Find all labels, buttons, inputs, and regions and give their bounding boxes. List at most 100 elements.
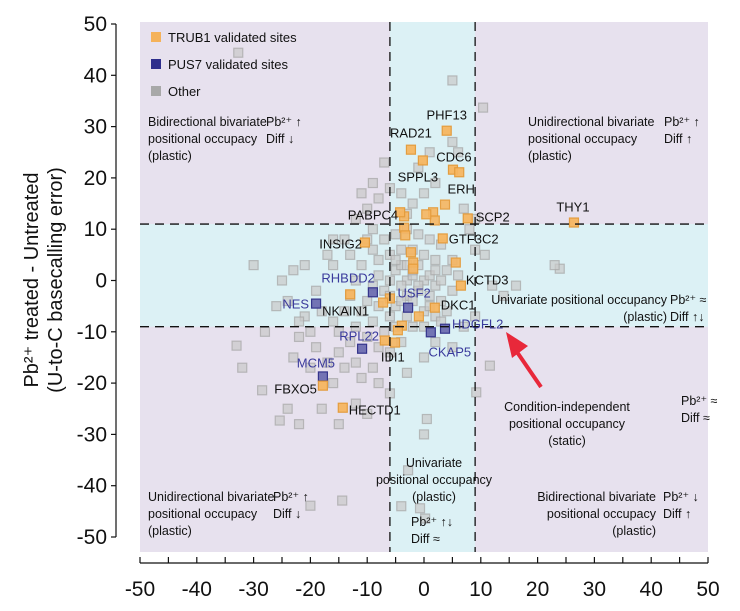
trub1-point-dkc1: [429, 302, 440, 313]
other-point: [430, 265, 441, 276]
annotation-center-static-line: (static): [548, 434, 586, 448]
trub1-point: [408, 263, 419, 274]
other-point: [479, 249, 490, 260]
other-point: [367, 362, 378, 373]
gene-label-rad21: RAD21: [390, 126, 432, 141]
x-tick-label: 40: [640, 578, 663, 601]
other-point: [441, 306, 452, 317]
gene-label-idi1: IDI1: [381, 350, 405, 365]
annotation-top-left-sign: Diff ↓: [266, 132, 294, 146]
other-point: [396, 188, 407, 199]
other-point: [373, 193, 384, 204]
other-point: [328, 234, 339, 245]
other-point: [421, 413, 432, 425]
other-point: [299, 311, 310, 322]
arrow-shaft: [515, 350, 543, 389]
gene-label-rhbdd2: RHBDD2: [321, 270, 374, 285]
y-tick-label: 10: [84, 218, 107, 241]
other-point: [271, 301, 282, 312]
other-point: [396, 280, 407, 291]
trub1-point: [450, 257, 461, 268]
other-point: [356, 372, 367, 384]
other-point: [373, 254, 384, 266]
other-point: [413, 280, 424, 291]
annotation-bottom-left-line: (plastic): [148, 524, 192, 538]
other-point: [282, 403, 293, 414]
other-point: [458, 203, 469, 214]
other-point: [390, 265, 401, 276]
trub1-point: [405, 247, 417, 258]
annotation-top-left-line: Bidirectional bivariate: [148, 115, 267, 129]
other-point: [362, 331, 373, 343]
other-point: [413, 229, 424, 240]
legend-label: Other: [168, 84, 201, 99]
annotation-middle-right-line: (plastic): [623, 310, 667, 324]
legend-swatch-2: [151, 86, 161, 96]
other-point: [333, 347, 344, 358]
trub1-point-sppl3: [417, 155, 428, 166]
threshold-lines: [140, 22, 708, 552]
gene-label-phf13: PHF13: [426, 108, 466, 123]
annotation-bottom-center-line: positional occupancy: [376, 473, 493, 487]
trub1-point-pabpc4: [395, 207, 406, 218]
x-tick-label: -20: [295, 578, 325, 601]
gene-label-ckap5: CKAP5: [428, 344, 471, 359]
other-point: [288, 352, 299, 363]
trub1-point-gtf3c2: [437, 233, 448, 244]
gene-label-hdgfl2: HDGFL2: [452, 317, 503, 332]
other-point: [390, 254, 401, 266]
other-point: [549, 260, 560, 271]
other-point: [418, 306, 430, 317]
other-point: [447, 136, 458, 148]
gene-label-sppl3: SPPL3: [398, 169, 438, 184]
other-point: [345, 249, 356, 260]
other-point: [339, 306, 350, 317]
other-point: [471, 387, 482, 398]
other-point: [435, 295, 447, 307]
y-tick-label: 30: [84, 116, 107, 139]
annotation-bottom-left-line: positional occupacy: [148, 507, 258, 521]
other-point: [362, 295, 373, 307]
other-point: [362, 408, 373, 419]
red-arrow-icon: [506, 332, 543, 389]
y-tick-label: 40: [84, 64, 107, 87]
x-tick-label: 50: [696, 578, 719, 601]
gene-label-cdc6: CDC6: [436, 150, 471, 165]
x-tick-label: 30: [583, 578, 606, 601]
annotation-bottom-right-line: (plastic): [612, 524, 656, 538]
gene-label-insig2: INSIG2: [319, 237, 362, 252]
gene-label-erh: ERH: [447, 181, 474, 196]
legend-swatch-0: [151, 32, 161, 42]
other-point: [430, 280, 441, 291]
other-point: [401, 311, 413, 322]
other-point: [510, 280, 522, 291]
pus7-point-rpl22: [356, 343, 368, 354]
other-point: [316, 306, 327, 317]
y-axis-label: (U-to-C basecalling error): [45, 167, 67, 393]
other-point: [367, 224, 378, 235]
annotation-bottom-center-sign: Diff ≈: [411, 532, 440, 546]
quadrant-annotations: Bidirectional bivariate positional occupa…: [148, 115, 718, 546]
y-tick-label: -40: [77, 475, 107, 498]
other-point: [274, 415, 285, 426]
annotation-bottom-center-line: Univariate: [406, 456, 462, 470]
other-point: [345, 336, 356, 348]
other-point: [367, 316, 378, 327]
other-point: [293, 331, 305, 343]
axes: 50 40 30 20 10 0 -10 -20 -30 -40 -50 -50 -40 -30 -20 -1…: [21, 13, 720, 601]
annotation-bottom-left-sign: Pb²⁺ ↑: [273, 490, 309, 504]
trub1-point: [421, 209, 432, 220]
other-point: [350, 275, 361, 286]
other-point: [420, 513, 431, 524]
x-tick-label: -40: [182, 578, 212, 601]
other-point: [356, 306, 367, 317]
other-point: [407, 198, 418, 209]
annotation-top-left-sign: Pb²⁺ ↑: [266, 115, 302, 129]
pus7-point-usf2: [402, 302, 414, 313]
other-point: [257, 385, 268, 396]
gene-label-thy1: THY1: [556, 200, 589, 215]
gene-label-kctd3: KCTD3: [466, 273, 509, 288]
other-point: [418, 188, 430, 199]
other-point: [305, 500, 316, 511]
trub1-point-kctd3: [455, 280, 467, 291]
